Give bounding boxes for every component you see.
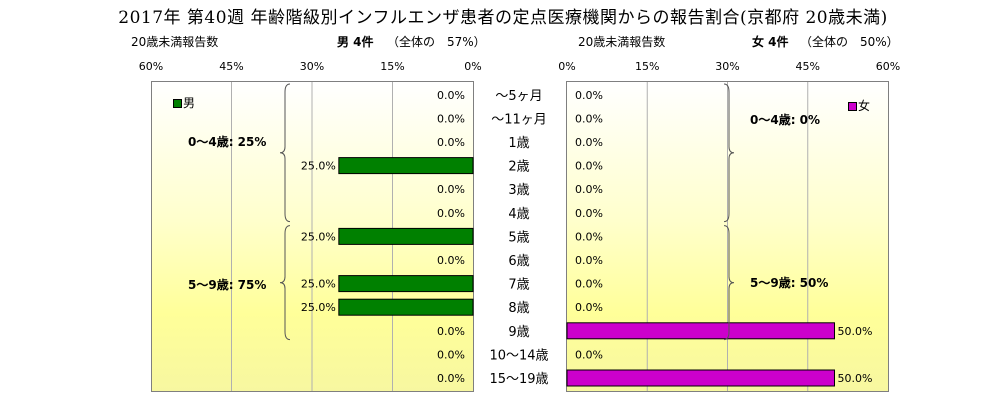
category-label: 6歳 (508, 254, 529, 269)
female-axis-tick-label: 45% (796, 60, 820, 73)
male-legend-swatch (173, 99, 182, 108)
female-value-label: 0.0% (575, 230, 603, 243)
male-value-label: 0.0% (437, 254, 465, 267)
male-value-label: 0.0% (437, 207, 465, 220)
male-share: （全体の 57%） (387, 35, 486, 49)
female-value-label: 0.0% (575, 301, 603, 314)
male-value-label: 25.0% (301, 278, 336, 291)
male-brace-0-4 (279, 83, 291, 223)
category-label: 2歳 (508, 160, 529, 175)
male-value-label: 25.0% (301, 301, 336, 314)
male-value-label: 0.0% (437, 136, 465, 149)
category-label: 8歳 (508, 301, 529, 316)
female-value-label: 0.0% (575, 112, 603, 125)
male-axis-tick-label: 30% (300, 60, 324, 73)
female-value-label: 0.0% (575, 160, 603, 173)
female-bar (566, 369, 835, 387)
category-label: ～5ヶ月 (495, 89, 542, 104)
male-bar (338, 275, 474, 293)
female-value-label: 0.0% (575, 89, 603, 102)
male-value-label: 25.0% (301, 160, 336, 173)
female-share: （全体の 50%） (800, 35, 899, 49)
female-count-label: 20歳未満報告数 (578, 35, 666, 49)
female-legend: 女 (848, 97, 870, 114)
category-label: 7歳 (508, 278, 529, 293)
male-value-label: 0.0% (437, 89, 465, 102)
female-axis-tick-label: 30% (715, 60, 739, 73)
male-value-label: 0.0% (437, 325, 465, 338)
female-axis-tick-label: 60% (876, 60, 900, 73)
male-legend: 男 (173, 94, 195, 111)
female-value-label: 0.0% (575, 136, 603, 149)
category-label: 4歳 (508, 207, 529, 222)
male-value-label: 0.0% (437, 112, 465, 125)
male-legend-label: 男 (183, 96, 196, 110)
female-legend-label: 女 (858, 99, 871, 113)
male-sex-count: 男 4件 (337, 35, 374, 49)
female-legend-swatch (848, 102, 857, 111)
category-label: 10～14歳 (489, 348, 548, 363)
category-label: 9歳 (508, 325, 529, 340)
female-value-label: 0.0% (575, 183, 603, 196)
male-axis-tick-label: 15% (380, 60, 404, 73)
male-bar (338, 298, 474, 316)
male-brace-5-9 (279, 225, 291, 341)
category-label: 5歳 (508, 230, 529, 245)
female-group-5-9-label: 5～9歳: 50% (750, 276, 829, 290)
male-value-label: 0.0% (437, 372, 465, 385)
female-value-label: 0.0% (575, 278, 603, 291)
male-axis-tick-label: 60% (139, 60, 163, 73)
female-brace-5-9 (723, 225, 735, 341)
male-group-0-4-label: 0～4歳: 25% (188, 135, 267, 149)
female-value-label: 0.0% (575, 348, 603, 361)
male-axis-tick-label: 0% (464, 60, 481, 73)
male-value-label: 25.0% (301, 230, 336, 243)
female-value-label: 50.0% (838, 325, 873, 338)
female-brace-0-4 (723, 83, 735, 223)
male-value-label: 0.0% (437, 183, 465, 196)
category-label: ～11ヶ月 (491, 112, 547, 127)
female-axis-tick-label: 0% (558, 60, 575, 73)
category-label: 1歳 (508, 136, 529, 151)
female-value-label: 0.0% (575, 207, 603, 220)
male-value-label: 0.0% (437, 348, 465, 361)
male-axis-tick-label: 45% (219, 60, 243, 73)
male-count-label: 20歳未満報告数 (131, 35, 219, 49)
male-bar (338, 227, 474, 245)
female-value-label: 50.0% (838, 372, 873, 385)
female-axis-tick-label: 15% (635, 60, 659, 73)
chart-title: 2017年 第40週 年齢階級別インフルエンザ患者の定点医療機関からの報告割合(… (118, 8, 888, 28)
female-sex-count: 女 4件 (752, 35, 789, 49)
male-bar (338, 157, 474, 175)
female-bar (566, 322, 835, 340)
category-label: 3歳 (508, 183, 529, 198)
female-value-label: 0.0% (575, 254, 603, 267)
female-group-0-4-label: 0～4歳: 0% (750, 113, 821, 127)
category-label: 15～19歳 (489, 372, 548, 387)
male-group-5-9-label: 5～9歳: 75% (188, 278, 267, 292)
